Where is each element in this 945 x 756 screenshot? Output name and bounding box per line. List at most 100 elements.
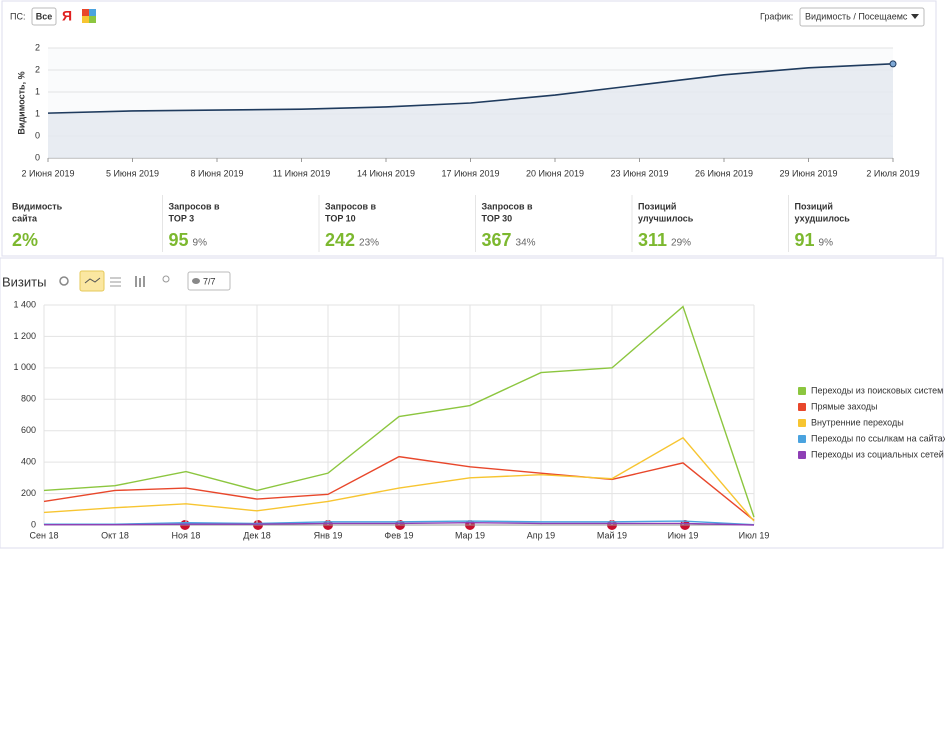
stat-label: Запросов в (169, 201, 220, 211)
x-tick-label: Апр 19 (527, 530, 555, 540)
y-tick-label: 0 (35, 152, 40, 162)
stat-value: 95 (169, 230, 189, 250)
graph-select[interactable] (799, 7, 925, 27)
stat-share: 9% (819, 238, 834, 249)
legend-swatch (798, 387, 806, 395)
stat-label: TOP 10 (325, 213, 356, 223)
all-button-label[interactable]: Все (36, 11, 53, 21)
y-tick-label: 600 (21, 425, 36, 435)
stat-share: 29% (671, 238, 691, 249)
x-tick-label: 2 Июня 2019 (21, 168, 74, 178)
y-tick-label: 200 (21, 488, 36, 498)
stat-share: 34% (516, 238, 536, 249)
stat-label: TOP 3 (169, 213, 195, 223)
stat-value: 2% (12, 230, 38, 250)
series-line (43, 305, 755, 518)
x-tick-label: Июл 19 (739, 530, 770, 540)
series-line (44, 520, 755, 526)
series-line (43, 455, 755, 521)
x-tick-label: 20 Июня 2019 (526, 168, 584, 178)
legend-swatch (798, 403, 806, 411)
x-tick-label: Июн 19 (668, 530, 699, 540)
y-tick-label: 2 (35, 42, 40, 52)
x-tick-label: Окт 18 (101, 530, 129, 540)
graph-label: График: (760, 11, 793, 21)
series-line (47, 63, 894, 114)
line-mode-button[interactable] (79, 270, 105, 292)
x-tick-label: 23 Июня 2019 (610, 168, 668, 178)
legend-swatch (798, 419, 806, 427)
x-tick-label: 26 Июня 2019 (695, 168, 753, 178)
series-line (44, 521, 755, 526)
x-tick-label: 29 Июня 2019 (779, 168, 837, 178)
legend-swatch (798, 451, 806, 459)
graph-select-value[interactable]: Видимость / Посещаемс (805, 11, 908, 21)
y-axis-label: Видимость, % (16, 71, 26, 134)
all-button[interactable] (31, 7, 57, 26)
dropdown-arrow (911, 14, 919, 19)
x-tick-label: Дек 18 (243, 530, 271, 540)
x-tick-label: Мар 19 (455, 530, 485, 540)
area (48, 63, 893, 159)
yandex-icon[interactable]: Я (62, 8, 72, 24)
ps-label: ПС: (10, 11, 25, 21)
stat-share: 9% (193, 238, 208, 249)
y-tick-label: 400 (21, 457, 36, 467)
stat-label: Позиций (795, 201, 833, 211)
x-tick-label: 8 Июня 2019 (190, 168, 243, 178)
x-tick-label: 2 Июля 2019 (866, 168, 919, 178)
y-tick-label: 1 (35, 86, 40, 96)
toolbar: 7/7 (59, 270, 231, 292)
stat-value: 242 (325, 230, 355, 250)
visits-title: Визиты (2, 274, 46, 289)
legend-label: Внутренние переходы (811, 417, 904, 427)
y-tick-label: 0 (35, 130, 40, 140)
y-tick-label: 0 (31, 519, 36, 529)
y-tick-label: 1 000 (13, 362, 36, 372)
x-tick-label: 11 Июня 2019 (273, 168, 330, 178)
google-icon[interactable] (82, 9, 96, 23)
point (889, 60, 897, 68)
y-tick-label: 1 200 (13, 331, 36, 341)
stat-label: Позиций (638, 201, 676, 211)
stat-label: улучшилось (638, 213, 694, 223)
line-icon[interactable] (84, 277, 101, 284)
y-tick-label: 1 (35, 108, 40, 118)
x-tick-label: 17 Июня 2019 (441, 168, 499, 178)
stat-value: 367 (482, 230, 512, 250)
x-tick-label: 5 Июня 2019 (106, 168, 159, 178)
x-tick-label: Фев 19 (384, 530, 413, 540)
stat-label: ухудшилось (795, 213, 851, 223)
stat-label: Запросов в (325, 201, 376, 211)
stat-label: Видимость (12, 201, 63, 211)
legend-label: Прямые заходы (811, 401, 877, 411)
legend-swatch (798, 435, 806, 443)
visits-panel (0, 257, 944, 549)
filter-dropdown[interactable] (187, 271, 231, 291)
filter-value[interactable]: 7/7 (203, 276, 216, 286)
legend-label: Переходы из поисковых систем (811, 385, 943, 395)
stat-label: TOP 30 (482, 213, 513, 223)
bar-icon[interactable] (135, 276, 145, 287)
x-tick-label: Ноя 18 (172, 530, 201, 540)
pin-icon[interactable] (162, 275, 170, 283)
refresh-icon[interactable] (59, 276, 69, 286)
stat-label: Запросов в (482, 201, 533, 211)
y-tick-label: 2 (35, 64, 40, 74)
y-tick-label: 1 400 (13, 299, 36, 309)
x-tick-label: Сен 18 (30, 530, 59, 540)
x-tick-label: 14 Июня 2019 (357, 168, 415, 178)
y-tick-label: 800 (21, 394, 36, 404)
stat-label: сайта (12, 213, 38, 223)
stat-value: 91 (795, 230, 815, 250)
x-tick-label: Янв 19 (314, 530, 343, 540)
x-tick-label: Май 19 (597, 530, 627, 540)
legend-label: Переходы из социальных сетей (811, 449, 944, 459)
stat-share: 23% (359, 238, 379, 249)
stat-value: 311 (638, 230, 667, 250)
comment-icon (192, 278, 200, 284)
series-line (43, 436, 755, 522)
area-icon[interactable] (110, 277, 121, 287)
